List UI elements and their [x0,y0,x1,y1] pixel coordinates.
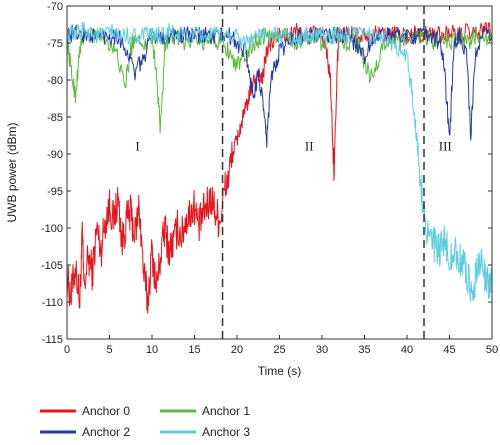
y-tick-label: -110 [42,297,63,309]
y-tick-label: -100 [41,223,63,235]
x-tick-label: 10 [146,344,158,356]
y-tick-label: -95 [47,186,63,198]
x-tick-label: 20 [231,344,243,356]
y-tick-label: -70 [47,1,63,13]
region-boundaries [221,6,425,339]
x-axis-title: Time (s) [258,364,302,378]
x-tick-label: 0 [64,344,70,356]
y-tick-label: -90 [47,149,63,161]
region-label-2: II [305,138,314,153]
x-axis-ticks: 0 5 10 15 20 25 30 35 40 45 50 [64,6,498,356]
legend-label: Anchor 0 [82,404,130,418]
y-tick-label: -115 [42,334,63,346]
x-tick-label: 30 [316,344,328,356]
y-axis-ticks: -70 -75 -80 -85 -90 -95 -100 -105 -110 -115 [41,1,492,346]
y-tick-label: -80 [47,75,63,87]
legend-label: Anchor 1 [202,404,250,418]
series-line-anchor-1 [66,26,493,134]
x-tick-label: 25 [273,344,285,356]
series-line-anchor-0 [66,22,493,314]
legend: Anchor 0 Anchor 1 Anchor 2 Anchor 3 [40,404,250,439]
x-tick-label: 5 [106,344,112,356]
y-tick-label: -105 [41,260,63,272]
region-label-1: I [135,138,139,153]
region-labels: I II III [135,138,451,153]
legend-label: Anchor 2 [82,425,130,439]
y-axis-title: UWB power (dBm) [5,122,19,222]
x-tick-label: 15 [188,344,200,356]
y-tick-label: -85 [47,112,63,124]
series-layer [66,21,493,314]
legend-label: Anchor 3 [202,425,250,439]
y-tick-label: -75 [47,38,63,50]
region-label-3: III [439,138,452,153]
x-tick-label: 35 [358,344,370,356]
x-tick-label: 45 [443,344,455,356]
series-line-anchor-3 [66,21,493,302]
x-tick-label: 50 [486,344,498,356]
x-tick-label: 40 [401,344,413,356]
series-line-anchor-2 [66,24,493,148]
